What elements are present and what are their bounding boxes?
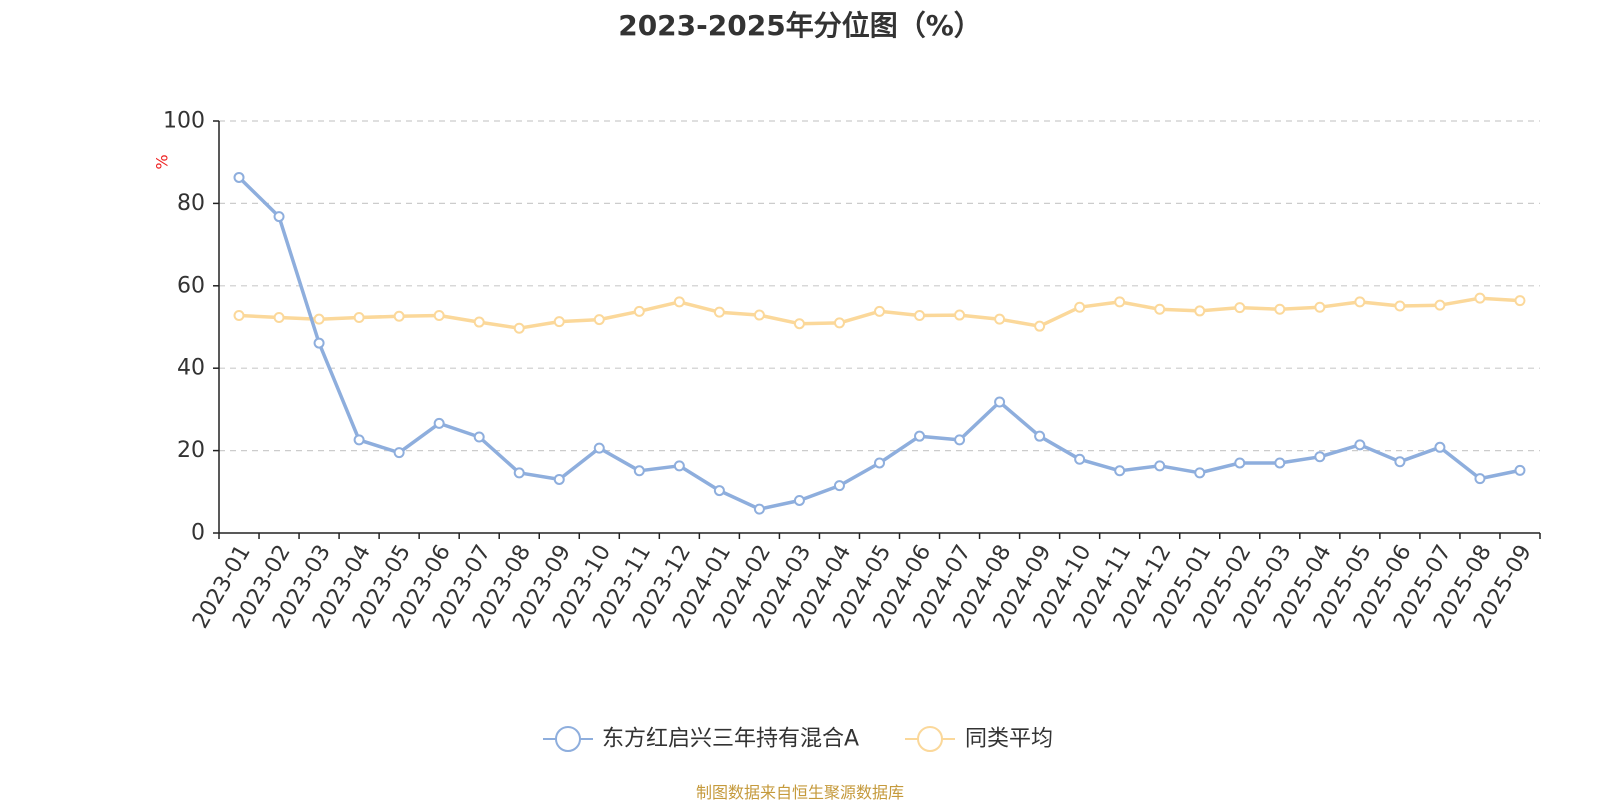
data-point xyxy=(1474,292,1486,304)
data-point xyxy=(593,314,605,326)
data-point xyxy=(1274,303,1286,315)
legend-marker-icon xyxy=(917,726,943,752)
y-tick-label: 60 xyxy=(177,273,205,298)
data-point xyxy=(393,310,405,322)
data-point xyxy=(1234,457,1246,469)
legend-marker-icon xyxy=(555,726,581,752)
data-point xyxy=(553,473,565,485)
data-point xyxy=(393,447,405,459)
data-point xyxy=(1074,453,1086,465)
data-point xyxy=(473,431,485,443)
data-point xyxy=(513,322,525,334)
data-point xyxy=(1194,305,1206,317)
data-point xyxy=(1154,303,1166,315)
data-point xyxy=(233,171,245,183)
data-point xyxy=(1114,296,1126,308)
data-point xyxy=(233,309,245,321)
y-tick-label: 80 xyxy=(177,191,205,216)
data-point xyxy=(994,313,1006,325)
y-tick-label: 20 xyxy=(177,438,205,463)
data-point xyxy=(433,417,445,429)
data-source-note: 制图数据来自恒生聚源数据库 xyxy=(695,783,904,802)
x-tick-labels: 2023-012023-022023-032023-042023-052023-… xyxy=(188,541,1537,633)
data-point xyxy=(914,430,926,442)
data-point xyxy=(633,465,645,477)
y-tick-label: 100 xyxy=(163,109,205,134)
data-point xyxy=(874,305,885,317)
data-point xyxy=(1074,301,1086,313)
data-point xyxy=(833,317,845,329)
series-group xyxy=(233,171,1526,515)
data-point xyxy=(1314,451,1326,463)
y-tick-label: 40 xyxy=(177,356,205,381)
data-point xyxy=(633,305,645,317)
axes xyxy=(213,120,1541,539)
y-axis-label: % xyxy=(153,154,172,169)
y-tick-labels: 0 20 40 60 80 100 xyxy=(163,109,205,546)
data-point xyxy=(353,434,365,446)
data-point xyxy=(1034,430,1046,442)
data-point xyxy=(1514,295,1526,307)
legend-label: 东方红启兴三年持有混合A xyxy=(602,727,859,752)
data-point xyxy=(1314,301,1326,313)
data-point xyxy=(753,309,765,321)
gridlines xyxy=(219,120,1540,452)
data-point xyxy=(1034,320,1046,332)
data-point xyxy=(994,396,1006,408)
data-point xyxy=(713,306,725,318)
data-point xyxy=(874,457,885,469)
data-point xyxy=(954,434,966,446)
data-point xyxy=(1354,439,1366,451)
data-point xyxy=(1154,460,1166,472)
data-point xyxy=(1274,457,1286,469)
data-point xyxy=(1434,299,1446,311)
legend: 东方红启兴三年持有混合A 同类平均 xyxy=(543,726,1053,752)
data-point xyxy=(553,316,565,328)
data-point xyxy=(1394,456,1406,468)
data-point xyxy=(353,312,365,324)
data-point xyxy=(513,467,525,479)
data-point xyxy=(473,316,485,328)
data-point xyxy=(313,337,325,349)
data-point xyxy=(793,318,805,330)
legend-label: 同类平均 xyxy=(965,727,1053,752)
chart-title: 2023-2025年分位图（%） xyxy=(618,9,982,42)
data-point xyxy=(1234,302,1246,314)
data-point xyxy=(753,503,765,515)
data-point xyxy=(313,313,325,325)
data-point xyxy=(954,309,966,321)
data-point xyxy=(1114,465,1126,477)
data-point xyxy=(793,494,805,506)
data-point xyxy=(1474,473,1486,485)
data-point xyxy=(593,442,605,454)
data-point xyxy=(673,296,685,308)
data-point xyxy=(713,485,725,497)
data-point xyxy=(833,480,845,492)
data-point xyxy=(1434,441,1446,453)
data-point xyxy=(273,211,285,223)
data-point xyxy=(1394,300,1406,312)
data-point xyxy=(273,312,285,324)
data-point xyxy=(1194,467,1206,479)
y-tick-label: 0 xyxy=(191,521,205,546)
data-point xyxy=(1514,464,1526,476)
data-point xyxy=(673,460,685,472)
data-point xyxy=(914,309,926,321)
data-point xyxy=(433,309,445,321)
data-point xyxy=(1354,296,1366,308)
